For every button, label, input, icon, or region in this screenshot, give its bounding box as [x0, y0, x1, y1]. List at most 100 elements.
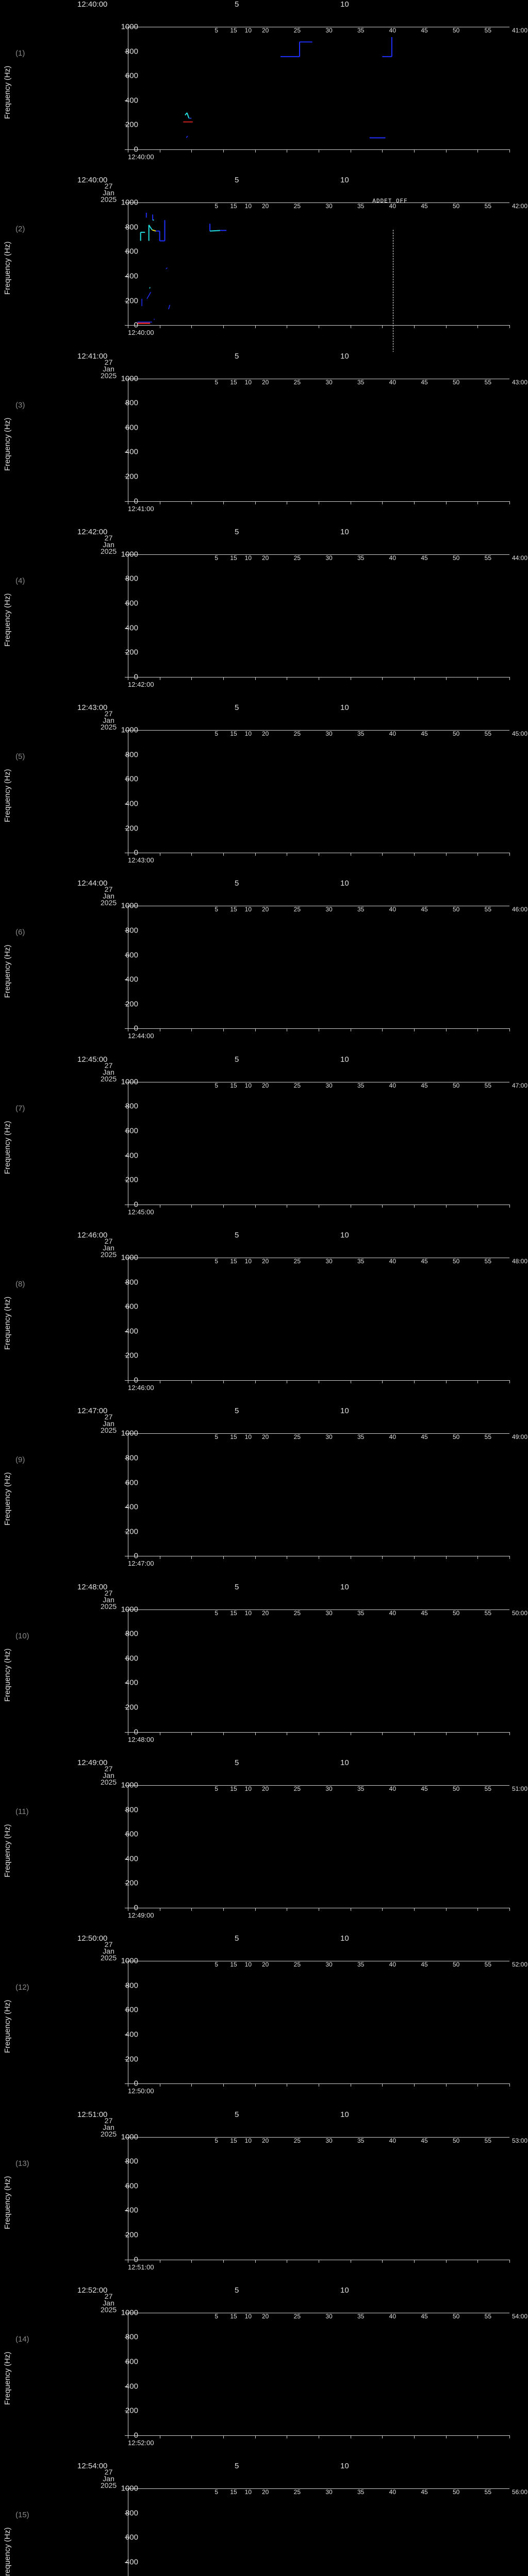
end-time-label-7: 47:00 [512, 1082, 527, 1089]
trace-lines-7 [128, 1082, 509, 1205]
time-tick-10-9: 10 [340, 1408, 349, 1414]
trace-lines-2 [128, 203, 509, 325]
freq-axis-label-4: Frequency (Hz) [3, 558, 117, 681]
time-tick-5-5: 5 [235, 704, 239, 711]
end-time-label-12: 52:00 [512, 1961, 527, 1968]
freq-axis-label-15: Frequency (Hz) [3, 2493, 117, 2576]
bottom-time-label-10: 12:48:00 [128, 1736, 154, 1743]
spectrogram-panel-13: 12:51:00 5 10 27 Jan 2025 (13) Frequency (Hz) 0 2… [0, 2110, 528, 2286]
spectrogram-panel-3: 12:41:00 5 10 27 Jan 2025 (3) Frequency (Hz) 0 20… [0, 352, 528, 528]
time-tick-10-1: 10 [340, 1, 349, 8]
time-tick-5-1: 5 [235, 1, 239, 8]
end-time-label-2: 42:00 [512, 202, 527, 210]
trace-lines-9 [128, 1434, 509, 1556]
time-tick-5-4: 5 [235, 529, 239, 535]
end-time-label-11: 51:00 [512, 1785, 527, 1792]
end-time-label-3: 43:00 [512, 379, 527, 386]
spectrogram-plot-15 [128, 2488, 509, 2576]
panel-header-15: 12:54:00 5 10 27 Jan 2025 [0, 2462, 528, 2488]
freq-axis-label-11: Frequency (Hz) [3, 1789, 117, 1912]
end-time-label-13: 53:00 [512, 2137, 527, 2144]
end-time-label-1: 41:00 [512, 27, 527, 34]
spectrogram-plot-8 [128, 1258, 509, 1380]
end-time-label-6: 46:00 [512, 906, 527, 913]
freq-axis-label-14: Frequency (Hz) [3, 2317, 117, 2439]
bottom-time-label-2: 12:40:00 [128, 329, 154, 336]
time-tick-10-8: 10 [340, 1232, 349, 1239]
freq-axis-label-1: Frequency (Hz) [3, 31, 117, 154]
trace-lines-5 [128, 731, 509, 853]
date-label-7: 27 Jan 2025 [101, 1062, 117, 1082]
panel-header-2: 12:40:00 5 10 27 Jan 2025 [0, 176, 528, 202]
date-label-2: 27 Jan 2025 [101, 183, 117, 203]
date-label-9: 27 Jan 2025 [101, 1414, 117, 1434]
time-tick-10-11: 10 [340, 1759, 349, 1766]
date-label-12: 27 Jan 2025 [101, 1941, 117, 1961]
panel-header-5: 12:43:00 5 10 27 Jan 2025 [0, 703, 528, 730]
spectrogram-panel-12: 12:50:00 5 10 27 Jan 2025 (12) Frequency (Hz) 0 2… [0, 1934, 528, 2110]
spectrogram-panel-14: 12:52:00 5 10 27 Jan 2025 (14) Frequency (Hz) 0 2… [0, 2286, 528, 2462]
time-tick-5-13: 5 [235, 2111, 239, 2118]
panel-header-1: 12:40:00 5 10 [0, 0, 528, 27]
date-label-13: 27 Jan 2025 [101, 2117, 117, 2138]
time-tick-5-11: 5 [235, 1759, 239, 1766]
panel-header-3: 12:41:00 5 10 27 Jan 2025 [0, 352, 528, 379]
spectrogram-plot-2 [128, 202, 509, 325]
bottom-time-label-8: 12:46:00 [128, 1384, 154, 1392]
panel-header-10: 12:48:00 5 10 27 Jan 2025 [0, 1583, 528, 1609]
bottom-time-label-9: 12:47:00 [128, 1560, 154, 1567]
trace-lines-3 [128, 379, 509, 501]
time-tick-10-13: 10 [340, 2111, 349, 2118]
date-label-5: 27 Jan 2025 [101, 710, 117, 731]
freq-axis-label-5: Frequency (Hz) [3, 734, 117, 857]
panel-header-9: 12:47:00 5 10 27 Jan 2025 [0, 1406, 528, 1433]
time-tick-5-3: 5 [235, 353, 239, 360]
end-time-label-15: 56:00 [512, 2488, 527, 2496]
trace-lines-1 [128, 27, 509, 149]
bottom-time-label-11: 12:49:00 [128, 1911, 154, 1919]
bottom-time-label-5: 12:43:00 [128, 856, 154, 864]
spectrogram-panel-9: 12:47:00 5 10 27 Jan 2025 (9) Frequency (Hz) 0 20… [0, 1406, 528, 1582]
spectrogram-panel-6: 12:44:00 5 10 27 Jan 2025 (6) Frequency (Hz) 0 20… [0, 879, 528, 1055]
trace-lines-11 [128, 1786, 509, 1908]
spectrogram-panel-1: 12:40:00 5 10 (1) Frequency (Hz) 0 200 400 600 80… [0, 0, 528, 176]
time-tick-10-12: 10 [340, 1935, 349, 1942]
trace-lines-13 [128, 2138, 509, 2260]
spectrogram-plot-4 [128, 554, 509, 677]
freq-axis-label-9: Frequency (Hz) [3, 1437, 117, 1560]
trace-lines-8 [128, 1258, 509, 1380]
end-time-label-8: 48:00 [512, 1258, 527, 1265]
time-tick-5-14: 5 [235, 2287, 239, 2294]
spectrogram-panel-7: 12:45:00 5 10 27 Jan 2025 (7) Frequency (Hz) 0 20… [0, 1055, 528, 1231]
time-tick-5-12: 5 [235, 1935, 239, 1942]
bottom-time-label-14: 12:52:00 [128, 2439, 154, 2447]
freq-axis-label-2: Frequency (Hz) [3, 207, 117, 329]
end-time-label-9: 49:00 [512, 1433, 527, 1440]
spectrogram-plot-6 [128, 906, 509, 1028]
spectrogram-panel-5: 12:43:00 5 10 27 Jan 2025 (5) Frequency (Hz) 0 20… [0, 703, 528, 879]
time-tick-5-15: 5 [235, 2463, 239, 2469]
end-time-label-10: 50:00 [512, 1609, 527, 1617]
spectrogram-plot-14 [128, 2313, 509, 2435]
panel-header-11: 12:49:00 5 10 27 Jan 2025 [0, 1758, 528, 1785]
bottom-time-label-4: 12:42:00 [128, 681, 154, 688]
spectrogram-plot-1 [128, 27, 509, 149]
spectrogram-plot-11 [128, 1785, 509, 1908]
spectrogram-panel-2: 12:40:00 5 10 27 Jan 2025 ADDET_OFF (2) Frequenc… [0, 176, 528, 351]
spectrogram-stack: 12:40:00 5 10 (1) Frequency (Hz) 0 200 400 600 80… [0, 0, 528, 2576]
time-tick-5-8: 5 [235, 1232, 239, 1239]
spectrogram-plot-7 [128, 1082, 509, 1205]
time-tick-5-7: 5 [235, 1056, 239, 1063]
date-label-3: 27 Jan 2025 [101, 359, 117, 379]
trace-lines-4 [128, 555, 509, 677]
time-tick-10-15: 10 [340, 2463, 349, 2469]
freq-axis-label-7: Frequency (Hz) [3, 1086, 117, 1209]
time-tick-10-7: 10 [340, 1056, 349, 1063]
trace-lines-12 [128, 1961, 509, 2083]
time-tick-10-14: 10 [340, 2287, 349, 2294]
time-tick-10-2: 10 [340, 177, 349, 183]
date-label-15: 27 Jan 2025 [101, 2469, 117, 2489]
time-tick-10-4: 10 [340, 529, 349, 535]
bottom-time-label-6: 12:44:00 [128, 1032, 154, 1040]
